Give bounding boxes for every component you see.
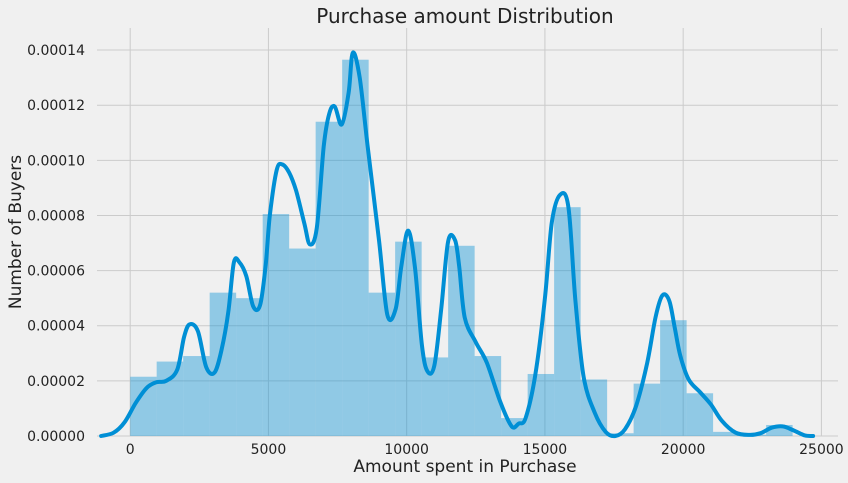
histogram-bar xyxy=(236,298,263,436)
y-tick-label: 0.00002 xyxy=(27,374,85,390)
histogram-bar xyxy=(156,361,184,436)
x-tick-label: 10000 xyxy=(384,442,429,458)
histogram-bar xyxy=(368,292,396,436)
histogram-bar xyxy=(713,431,740,436)
histogram-bar xyxy=(527,373,555,436)
y-tick-label: 0.00006 xyxy=(27,264,85,280)
histogram-bar xyxy=(209,292,237,436)
x-tick-label: 5000 xyxy=(251,442,287,458)
y-tick-label: 0.00004 xyxy=(27,319,85,335)
y-tick-labels: 0.00000 0.00002 0.00004 0.00006 0.00008 0.000… xyxy=(27,43,85,445)
histogram-bar xyxy=(633,383,661,436)
x-tick-label: 15000 xyxy=(523,442,568,458)
histogram-bar xyxy=(660,320,687,436)
x-tick-labels: 0 5000 10000 15000 20000 25000 xyxy=(126,442,844,458)
y-tick-label: 0.00000 xyxy=(27,429,85,445)
x-tick-label: 0 xyxy=(126,442,135,458)
x-tick-label: 20000 xyxy=(661,442,706,458)
y-tick-label: 0.00014 xyxy=(27,43,85,59)
histogram-bar xyxy=(315,121,343,436)
histogram-bar xyxy=(766,424,793,436)
chart-title: Purchase amount Distribution xyxy=(316,4,613,28)
y-tick-label: 0.00012 xyxy=(27,98,85,114)
histogram-bars xyxy=(130,59,793,437)
y-tick-label: 0.00010 xyxy=(27,153,85,169)
histogram-bar xyxy=(289,248,316,436)
y-axis-label: Number of Buyers xyxy=(6,155,26,309)
x-tick-label: 25000 xyxy=(799,442,844,458)
y-tick-label: 0.00008 xyxy=(27,208,85,224)
kde-line xyxy=(99,50,816,439)
x-axis-label: Amount spent in Purchase xyxy=(353,457,576,477)
